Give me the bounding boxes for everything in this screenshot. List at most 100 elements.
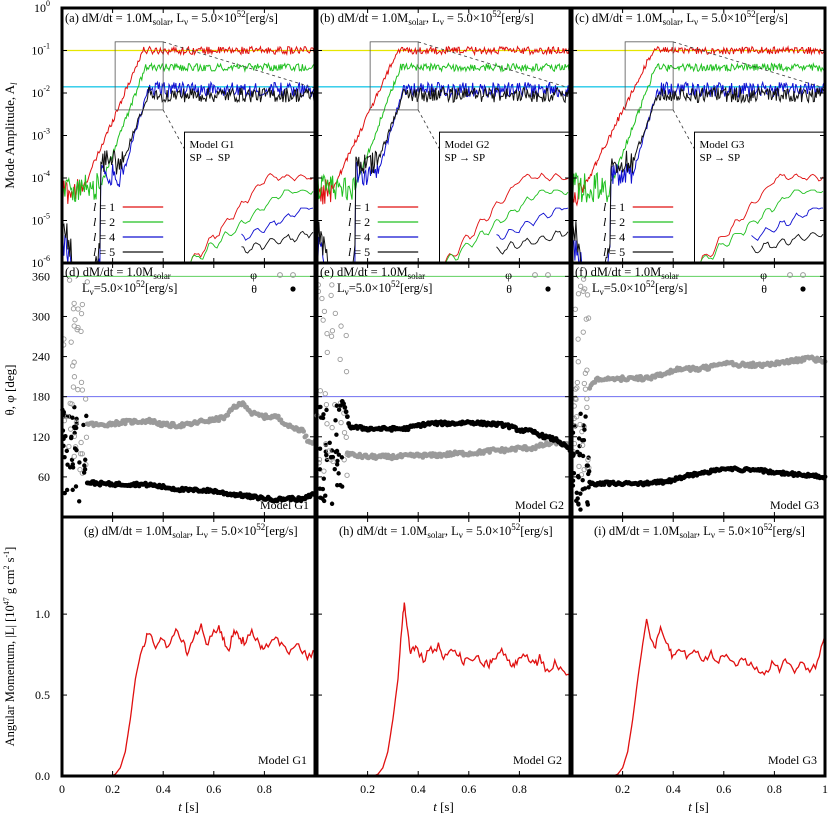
phi-point (71, 374, 78, 380)
phi-point (321, 308, 328, 315)
panel-title-nu: ν (459, 530, 463, 540)
x-tick-label: 0.2 (105, 782, 120, 796)
inset-model-label: Model G2 (445, 139, 490, 151)
theta-point (585, 502, 591, 507)
phi-point (324, 349, 330, 355)
y-tick-label: 240 (32, 350, 50, 364)
panel-title-lum: L (337, 281, 345, 295)
legend: φθ (760, 268, 806, 296)
tick-base: 10 (34, 1, 46, 15)
model-label: Model G1 (258, 753, 307, 767)
angular-momentum-row: (g) dM/dt = 1.0Msolar, Lν = 5.0×1052[erg… (60, 515, 827, 778)
legend: l = 1l = 2l = 4l = 5 (348, 200, 419, 259)
phi-point (75, 306, 81, 312)
panel-title-lum: L (592, 281, 600, 295)
inset-series (751, 207, 823, 241)
panel-title-lum: , L (445, 524, 459, 538)
panel-title-unit: [erg/s] (265, 524, 297, 538)
theta-point (73, 484, 79, 489)
panel-title: (g) dM/dt = 1.0Msolar, Lν = 5.0×1052[erg… (84, 522, 298, 540)
legend-symbol: l (93, 230, 97, 244)
x-tick-label: 0.2 (615, 782, 630, 796)
legend-symbol: θ (506, 282, 512, 296)
legend-symbol: l (348, 215, 352, 229)
phi-point (343, 434, 349, 440)
phi-point (303, 433, 309, 439)
panel-title-sub: solar (408, 271, 426, 281)
legend-value: = 5 (96, 245, 115, 259)
tick-exp: -6 (43, 254, 50, 263)
inset-series (445, 172, 569, 262)
legend-symbol: l (348, 245, 352, 259)
inset-model-label: Model G1 (190, 139, 235, 151)
theta-point (318, 495, 323, 500)
zoom-box (624, 41, 674, 111)
theta-point (539, 431, 545, 437)
legend: l = 1l = 2l = 4l = 5 (603, 200, 674, 259)
theta-point (334, 432, 339, 437)
model-label: Model G2 (513, 753, 562, 767)
phi-point (337, 356, 343, 362)
phi-point (576, 463, 582, 470)
xlabel-unit: [s] (437, 799, 454, 814)
phi-point (324, 421, 330, 427)
theta-point (84, 413, 89, 419)
y-tick-label: 10-5 (31, 212, 50, 228)
y-tick-label: 360 (32, 269, 50, 283)
tick-base: 10 (31, 86, 43, 100)
panel-title-lum2: = 5.0×10 (715, 524, 763, 538)
panel-title-exp: 52 (492, 9, 501, 19)
panel-title-sub: solar (663, 17, 681, 27)
angmom-panel-2: (h) dM/dt = 1.0Msolar, Lν = 5.0×1052[erg… (315, 515, 572, 778)
panel-title-unit: [erg/s] (145, 281, 177, 295)
legend-symbol: l (93, 245, 97, 259)
theta-point (334, 462, 340, 467)
theta-point (74, 447, 79, 453)
phi-point (574, 379, 580, 386)
theta-point (65, 462, 70, 467)
phi-point (84, 279, 90, 285)
legend-symbol: l (348, 230, 352, 244)
ylabel-sub: l (9, 82, 19, 85)
legend-label: l = 1 (348, 200, 370, 214)
phi-point (574, 385, 580, 391)
x-tick-label: 0.8 (512, 782, 527, 796)
phi-point (68, 426, 74, 432)
panel-title: (e) dM/dt = 1.0Msolar (320, 265, 425, 281)
theta-point (581, 437, 587, 443)
zoom-connector (163, 41, 316, 89)
panel-title-exp: 52 (747, 9, 756, 19)
panel-frame (60, 515, 317, 778)
phi-point (584, 367, 590, 373)
panel-title-nu: ν (600, 287, 604, 297)
theta-point (74, 421, 79, 426)
panel-title-main: (g) dM/dt = 1.0M (84, 524, 172, 538)
angle-panel-2: (e) dM/dt = 1.0MsolarLν=5.0×1052[erg/s]φ… (314, 261, 573, 519)
panel-title-sub: solar (408, 17, 426, 27)
theta-point (340, 484, 345, 489)
theta-point (82, 467, 88, 472)
legend-value: = 4 (351, 230, 370, 244)
tick-exp: -2 (43, 84, 50, 93)
phi-point (301, 428, 307, 434)
series-line-l5 (316, 86, 571, 264)
phi-point (584, 396, 590, 402)
legend-value: = 5 (606, 245, 625, 259)
legend-marker (277, 272, 283, 278)
y-tick-label: 10-4 (31, 169, 50, 185)
phi-point (320, 317, 326, 323)
zoom-box (114, 41, 164, 111)
angle-row: (d) dM/dt = 1.0MsolarLν=5.0×1052[erg/s]φ… (60, 261, 828, 519)
panel-title-nu: ν (694, 17, 698, 27)
phi-point (71, 359, 77, 365)
theta-point (62, 490, 67, 496)
legend-label: l = 2 (603, 215, 625, 229)
theta-point (321, 498, 327, 504)
legend-marker (800, 272, 806, 278)
phi-point (79, 387, 86, 393)
theta-point (317, 467, 323, 472)
phi-point (584, 292, 591, 298)
y-tick-label: 0.5 (35, 688, 50, 702)
